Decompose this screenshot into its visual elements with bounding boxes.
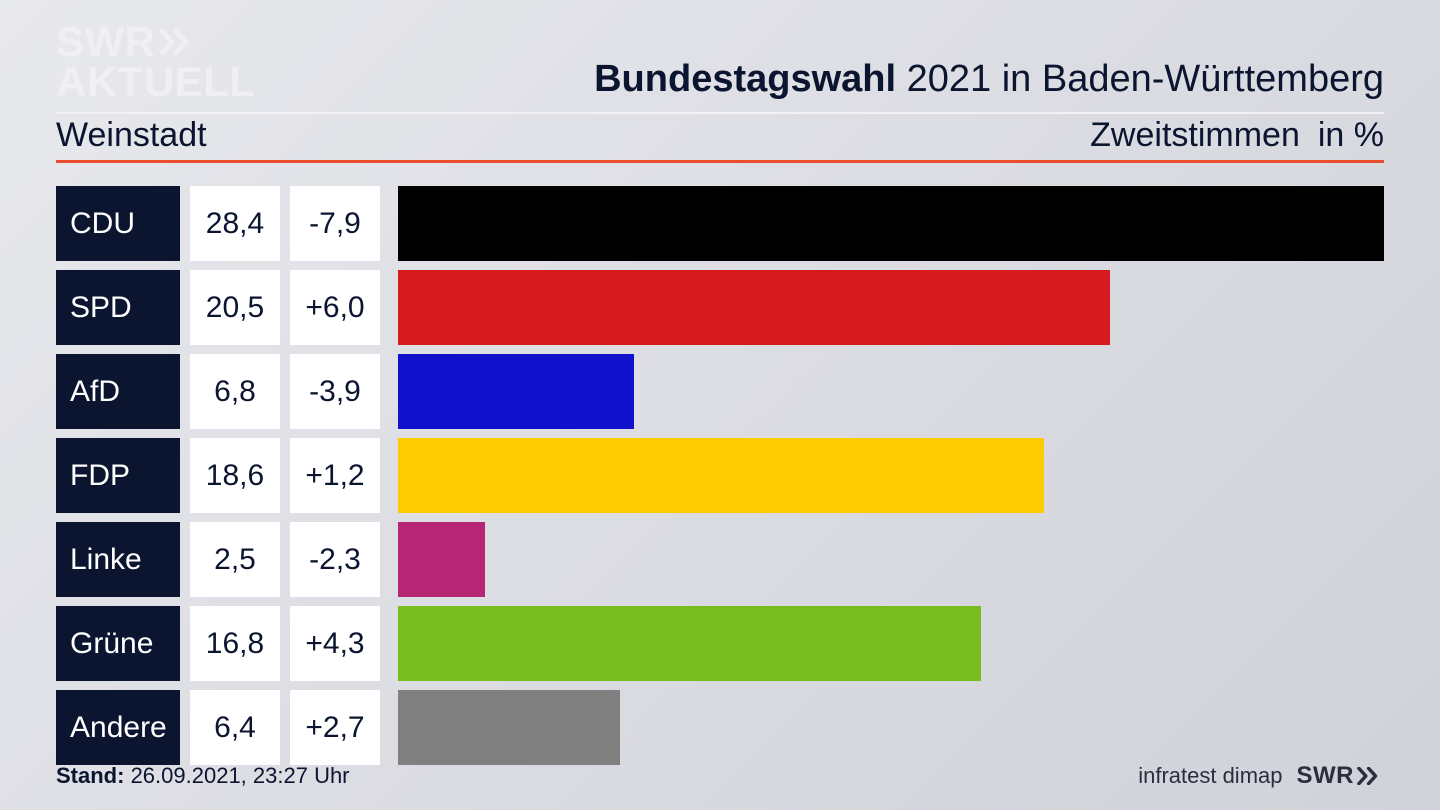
attribution: infratest dimap SWR xyxy=(1138,762,1384,790)
logo-line1: SWR xyxy=(56,22,156,62)
chart-row: Linke2,5-2,3 xyxy=(56,522,1384,597)
party-name: AfD xyxy=(56,354,180,429)
page-title: Bundestagswahl 2021 in Baden-Württemberg xyxy=(594,58,1384,101)
bar-track xyxy=(398,606,1384,681)
bar-track xyxy=(398,690,1384,765)
subheader: Weinstadt Zweitstimmenin % xyxy=(56,116,1384,155)
bar-track xyxy=(398,186,1384,261)
party-name: SPD xyxy=(56,270,180,345)
party-value: 6,8 xyxy=(190,354,280,429)
data-source: infratest dimap xyxy=(1138,763,1282,789)
broadcaster-logo: SWR AKTUELL xyxy=(56,22,255,102)
party-name: CDU xyxy=(56,186,180,261)
title-rest: 2021 in Baden-Württemberg xyxy=(896,58,1384,100)
party-value: 18,6 xyxy=(190,438,280,513)
party-value: 6,4 xyxy=(190,690,280,765)
bar-track xyxy=(398,438,1384,513)
party-delta: +1,2 xyxy=(290,438,380,513)
chart-row: AfD6,8-3,9 xyxy=(56,354,1384,429)
bar xyxy=(398,606,981,681)
chart-row: FDP18,6+1,2 xyxy=(56,438,1384,513)
chevron-right-double-icon xyxy=(160,29,196,55)
metric-label: Zweitstimmenin % xyxy=(1090,116,1384,155)
chart-row: CDU28,4-7,9 xyxy=(56,186,1384,261)
bar xyxy=(398,522,485,597)
results-bar-chart: CDU28,4-7,9SPD20,5+6,0AfD6,8-3,9FDP18,6+… xyxy=(56,186,1384,774)
party-name: Grüne xyxy=(56,606,180,681)
brand-mark: SWR xyxy=(1297,762,1385,790)
party-name: Andere xyxy=(56,690,180,765)
party-delta: -2,3 xyxy=(290,522,380,597)
timestamp-value: 26.09.2021, 23:27 Uhr xyxy=(124,763,349,788)
party-value: 20,5 xyxy=(190,270,280,345)
bar-track xyxy=(398,270,1384,345)
divider-top xyxy=(56,112,1384,114)
bar xyxy=(398,438,1044,513)
timestamp-label: Stand: xyxy=(56,763,124,788)
party-delta: +6,0 xyxy=(290,270,380,345)
party-value: 28,4 xyxy=(190,186,280,261)
party-delta: +4,3 xyxy=(290,606,380,681)
party-delta: -3,9 xyxy=(290,354,380,429)
chart-row: Grüne16,8+4,3 xyxy=(56,606,1384,681)
bar xyxy=(398,270,1110,345)
divider-accent xyxy=(56,160,1384,163)
party-value: 2,5 xyxy=(190,522,280,597)
party-delta: -7,9 xyxy=(290,186,380,261)
timestamp: Stand: 26.09.2021, 23:27 Uhr xyxy=(56,763,350,789)
locality-name: Weinstadt xyxy=(56,116,207,155)
party-delta: +2,7 xyxy=(290,690,380,765)
bar xyxy=(398,354,634,429)
bar xyxy=(398,690,620,765)
party-name: Linke xyxy=(56,522,180,597)
logo-line2: AKTUELL xyxy=(56,62,255,102)
party-value: 16,8 xyxy=(190,606,280,681)
bar-track xyxy=(398,354,1384,429)
chart-row: SPD20,5+6,0 xyxy=(56,270,1384,345)
party-name: FDP xyxy=(56,438,180,513)
bar xyxy=(398,186,1384,261)
title-bold: Bundestagswahl xyxy=(594,58,896,100)
footer: Stand: 26.09.2021, 23:27 Uhr infratest d… xyxy=(56,762,1384,790)
chart-row: Andere6,4+2,7 xyxy=(56,690,1384,765)
bar-track xyxy=(398,522,1384,597)
